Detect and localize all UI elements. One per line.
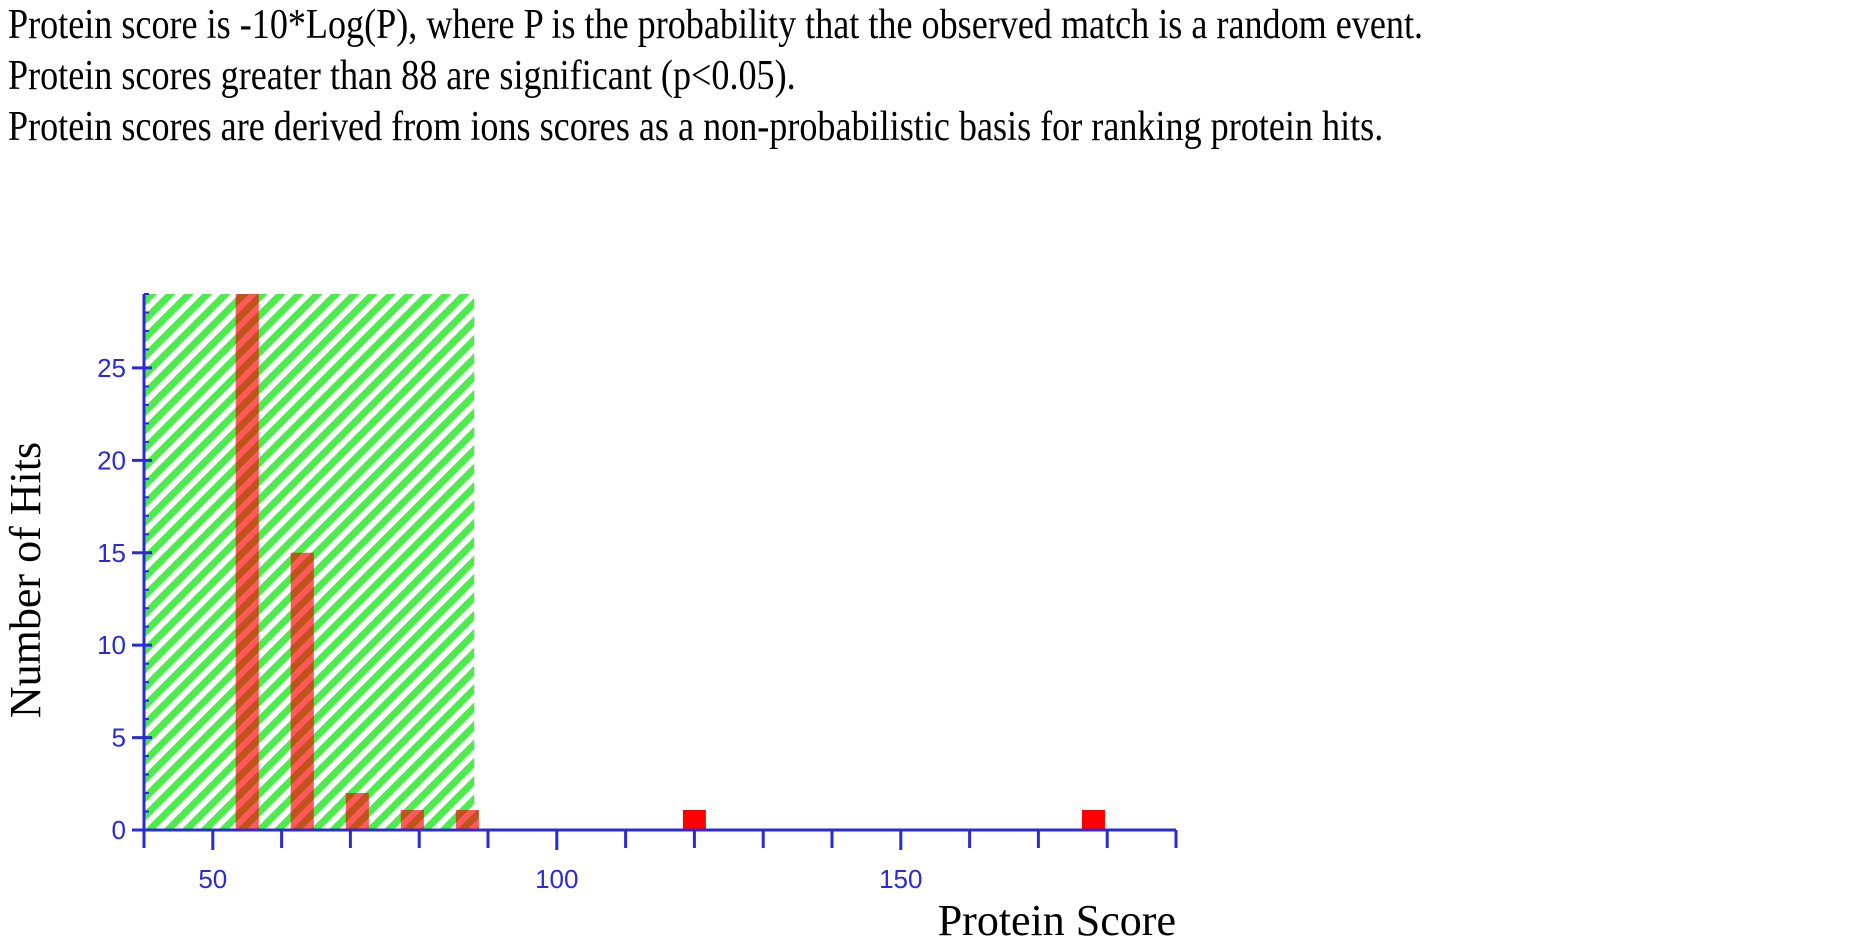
y-tick-label: 0 <box>112 815 126 845</box>
histogram-bar-7 <box>1081 810 1105 830</box>
histogram-bar-6 <box>682 810 706 830</box>
score-definition-note: Protein score is -10*Log(P), where P is … <box>8 2 1424 48</box>
histogram-bar-hatch-1 <box>235 294 259 830</box>
y-tick-label: 10 <box>97 630 126 660</box>
ranking-note: Protein scores are derived from ions sco… <box>8 104 1384 150</box>
significance-note: Protein scores greater than 88 are signi… <box>8 53 796 99</box>
x-tick-label: 100 <box>535 864 578 894</box>
x-tick-label: 150 <box>879 864 922 894</box>
histogram-bar-hatch-3 <box>345 793 369 830</box>
histogram-bar-hatch-5 <box>455 810 479 830</box>
x-tick-label: 50 <box>198 864 227 894</box>
x-axis-title: Protein Score <box>938 896 1176 944</box>
y-tick-label: 15 <box>97 538 126 568</box>
y-tick-label: 5 <box>112 723 126 753</box>
y-tick-label: 25 <box>97 353 126 383</box>
y-axis-title: Number of Hits <box>1 442 50 718</box>
y-tick-label: 20 <box>97 445 126 475</box>
histogram-bar-hatch-4 <box>400 810 424 830</box>
histogram-bar-hatch-2 <box>290 552 314 830</box>
score-notes: Protein score is -10*Log(P), where P is … <box>8 0 1653 153</box>
